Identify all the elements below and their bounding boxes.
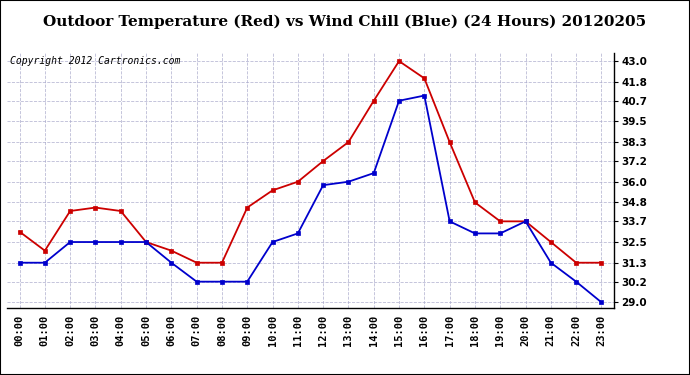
Text: Copyright 2012 Cartronics.com: Copyright 2012 Cartronics.com — [10, 56, 180, 66]
Text: Outdoor Temperature (Red) vs Wind Chill (Blue) (24 Hours) 20120205: Outdoor Temperature (Red) vs Wind Chill … — [43, 15, 647, 29]
